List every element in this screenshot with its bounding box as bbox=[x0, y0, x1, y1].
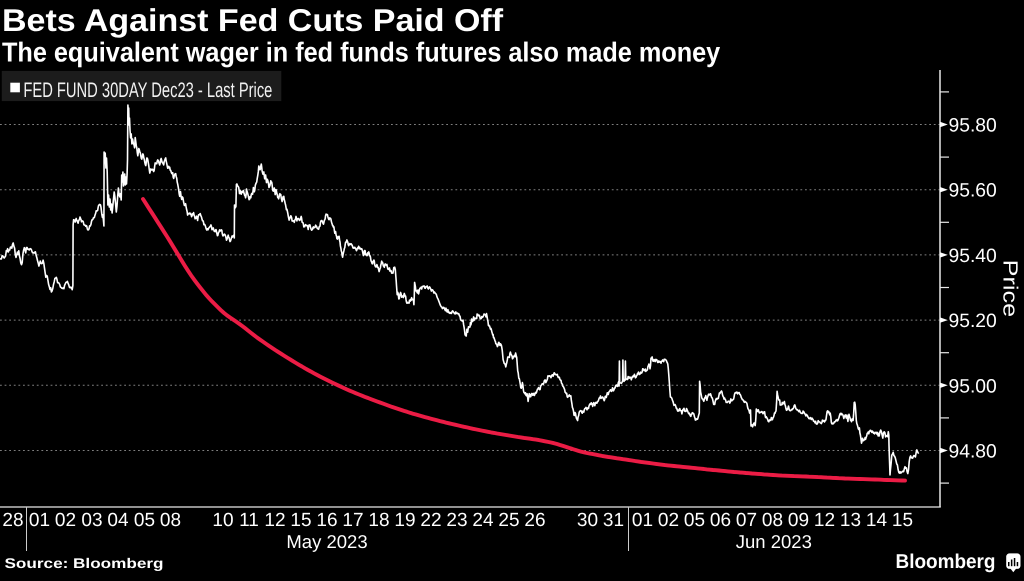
svg-text:06: 06 bbox=[710, 510, 731, 531]
svg-text:09: 09 bbox=[788, 510, 809, 531]
svg-text:03: 03 bbox=[81, 510, 102, 531]
svg-text:22: 22 bbox=[420, 510, 441, 531]
svg-text:02: 02 bbox=[658, 510, 679, 531]
svg-text:Bets Against Fed Cuts Paid Off: Bets Against Fed Cuts Paid Off bbox=[2, 2, 504, 38]
svg-text:05: 05 bbox=[684, 510, 705, 531]
svg-text:95.40: 95.40 bbox=[949, 246, 997, 267]
svg-text:94.80: 94.80 bbox=[949, 442, 997, 463]
svg-text:12: 12 bbox=[264, 510, 285, 531]
svg-text:17: 17 bbox=[342, 510, 363, 531]
svg-text:10: 10 bbox=[212, 510, 233, 531]
svg-text:04: 04 bbox=[107, 510, 129, 531]
svg-text:14: 14 bbox=[866, 510, 888, 531]
svg-text:95.60: 95.60 bbox=[949, 181, 997, 202]
svg-text:25: 25 bbox=[498, 510, 519, 531]
svg-text:02: 02 bbox=[55, 510, 76, 531]
svg-text:12: 12 bbox=[814, 510, 835, 531]
svg-text:The equivalent wager in fed fu: The equivalent wager in fed funds future… bbox=[2, 37, 721, 68]
svg-text:95.20: 95.20 bbox=[949, 311, 997, 332]
svg-text:16: 16 bbox=[316, 510, 337, 531]
svg-text:01: 01 bbox=[632, 510, 653, 531]
svg-text:Source: Bloomberg: Source: Bloomberg bbox=[5, 555, 164, 571]
svg-text:May 2023: May 2023 bbox=[286, 531, 367, 552]
svg-text:13: 13 bbox=[840, 510, 861, 531]
svg-text:01: 01 bbox=[29, 510, 50, 531]
svg-text:FED FUND 30DAY Dec23 - Last Pr: FED FUND 30DAY Dec23 - Last Price bbox=[23, 79, 272, 102]
svg-text:28: 28 bbox=[2, 510, 23, 531]
svg-text:Jun 2023: Jun 2023 bbox=[736, 531, 812, 552]
svg-text:15: 15 bbox=[892, 510, 913, 531]
svg-text:95.80: 95.80 bbox=[949, 116, 997, 137]
svg-text:23: 23 bbox=[446, 510, 467, 531]
svg-text:31: 31 bbox=[603, 510, 624, 531]
svg-text:Bloomberg: Bloomberg bbox=[896, 551, 996, 573]
svg-text:19: 19 bbox=[394, 510, 415, 531]
svg-text:18: 18 bbox=[368, 510, 389, 531]
svg-text:08: 08 bbox=[160, 510, 181, 531]
svg-text:07: 07 bbox=[736, 510, 757, 531]
svg-text:95.00: 95.00 bbox=[949, 376, 997, 397]
svg-text:05: 05 bbox=[134, 510, 155, 531]
svg-text:08: 08 bbox=[762, 510, 783, 531]
svg-text:30: 30 bbox=[577, 510, 598, 531]
svg-text:11: 11 bbox=[239, 510, 259, 531]
svg-text:15: 15 bbox=[290, 510, 311, 531]
svg-text:Price: Price bbox=[999, 260, 1022, 317]
svg-text:26: 26 bbox=[524, 510, 545, 531]
svg-text:24: 24 bbox=[472, 510, 494, 531]
